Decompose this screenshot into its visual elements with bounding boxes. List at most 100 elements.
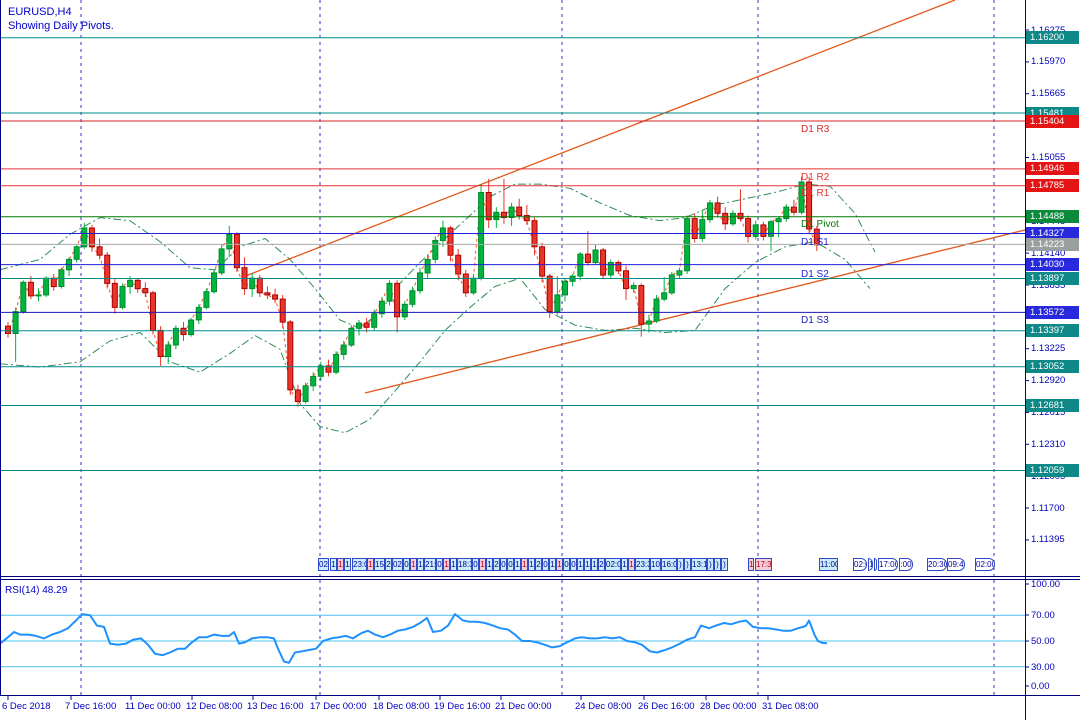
candlestick: [439, 227, 446, 241]
candlestick: [668, 274, 675, 294]
candlestick: [279, 298, 286, 323]
time-tag: [874, 558, 877, 571]
time-axis-label[interactable]: 19 Dec 16:00: [434, 701, 491, 712]
time-axis-label[interactable]: 31 Dec 08:00: [762, 701, 819, 712]
price-badge-teal: 1.13397: [1026, 324, 1079, 338]
time-axis-label[interactable]: 17 Dec 00:00: [310, 701, 367, 712]
candlestick: [249, 277, 256, 290]
time-tag: 1: [443, 558, 450, 571]
candlestick: [378, 300, 385, 315]
candlestick: [294, 389, 301, 402]
candlestick: [539, 246, 546, 277]
candlestick: [737, 212, 744, 220]
time-tag: 02:: [392, 558, 403, 571]
candlestick: [5, 325, 11, 335]
time-axis-label[interactable]: 18 Dec 08:00: [373, 701, 430, 712]
time-axis-label[interactable]: 6 Dec 2018: [2, 701, 51, 712]
time-tag: 1: [486, 558, 493, 571]
candlestick: [661, 292, 668, 300]
time-axis-label[interactable]: 28 Dec 00:00: [700, 701, 757, 712]
rsi-axis-label: 70.00: [1031, 609, 1055, 621]
time-axis-label[interactable]: 24 Dec 08:00: [575, 701, 632, 712]
time-tag: 10:: [650, 558, 661, 571]
time-tag: 1: [367, 558, 374, 571]
candlestick: [615, 262, 622, 272]
time-tag: 1: [584, 558, 591, 571]
price-badge-teal: 1.13052: [1026, 360, 1079, 374]
candlestick: [554, 294, 561, 313]
time-tag: 1: [479, 558, 486, 571]
candlestick: [180, 327, 187, 336]
rsi-line: [0, 613, 828, 664]
price-axis-label: 1.12310: [1031, 438, 1066, 450]
candlestick: [134, 279, 141, 290]
time-tag: 1: [528, 558, 535, 571]
pivot-label: D1 R1: [801, 188, 830, 199]
rsi-axis-label: 50.00: [1031, 635, 1055, 647]
time-tag: 1: [521, 558, 528, 571]
candlestick: [127, 279, 134, 288]
candlestick: [272, 294, 279, 300]
time-axis-label[interactable]: 12 Dec 08:00: [186, 701, 243, 712]
candlestick: [645, 320, 652, 325]
time-axis-label[interactable]: 26 Dec 16:00: [638, 701, 695, 712]
candlestick: [104, 254, 111, 284]
candlestick: [447, 227, 454, 256]
price-badge-teal: 1.16200: [1026, 31, 1079, 45]
time-tag: 1: [628, 558, 635, 571]
time-tag: :00: [899, 558, 913, 571]
candlestick: [310, 375, 317, 387]
time-tag: 02:: [318, 558, 329, 571]
time-tag: 17:00: [878, 558, 898, 571]
candlestick: [302, 385, 309, 402]
candlestick: [546, 275, 553, 313]
candlestick: [592, 249, 599, 263]
price-axis-label: 1.15970: [1031, 56, 1066, 68]
candlestick: [432, 240, 439, 260]
candlestick: [745, 218, 752, 237]
time-tag: 2: [493, 558, 500, 571]
rsi-indicator-label: RSI(14) 48.29: [5, 585, 68, 596]
time-axis-label[interactable]: 21 Dec 00:00: [495, 701, 552, 712]
candlestick: [233, 233, 240, 269]
candlestick: [623, 270, 629, 290]
candlestick: [653, 298, 660, 322]
time-axis-label[interactable]: 13 Dec 16:00: [247, 701, 304, 712]
candlestick: [150, 292, 156, 331]
time-tag: 09:45: [947, 558, 965, 571]
price-axis-label: 1.12920: [1031, 375, 1066, 387]
time-tag: 1: [556, 558, 563, 571]
candlestick: [470, 277, 477, 294]
price-axis-label: 1.11395: [1031, 534, 1065, 546]
time-tag: 1: [344, 558, 351, 571]
candlestick: [188, 319, 195, 336]
time-tag: 2: [385, 558, 392, 571]
pivot-label: D1 Pivot: [801, 219, 839, 230]
time-tag: 1: [577, 558, 584, 571]
rsi-axis-label: 0.00: [1031, 680, 1050, 692]
time-tag: 23:00: [352, 558, 367, 571]
pivot-label: D1 R2: [801, 172, 830, 183]
time-tag: ): [714, 558, 721, 571]
candlestick: [775, 218, 782, 223]
pivot-label: D1 R3: [801, 124, 830, 135]
candlestick: [333, 353, 340, 373]
candlestick: [157, 329, 164, 357]
time-axis-label[interactable]: 7 Dec 16:00: [65, 701, 117, 712]
candlestick: [722, 212, 729, 225]
time-axis-label[interactable]: 11 Dec 00:00: [125, 701, 181, 712]
price-badge-teal: 1.13897: [1026, 272, 1079, 285]
candlestick: [707, 202, 713, 221]
candlestick: [508, 206, 515, 219]
candlestick: [790, 206, 797, 213]
candlestick: [317, 365, 324, 377]
candlestick: [195, 306, 202, 321]
time-tag: 0: [472, 558, 479, 571]
candlestick: [256, 277, 263, 294]
price-badge-blue: 1.13572: [1026, 305, 1079, 319]
price-badge-teal: 1.12059: [1026, 464, 1079, 477]
candlestick: [394, 282, 401, 318]
pivot-label: D1 S3: [801, 315, 829, 326]
